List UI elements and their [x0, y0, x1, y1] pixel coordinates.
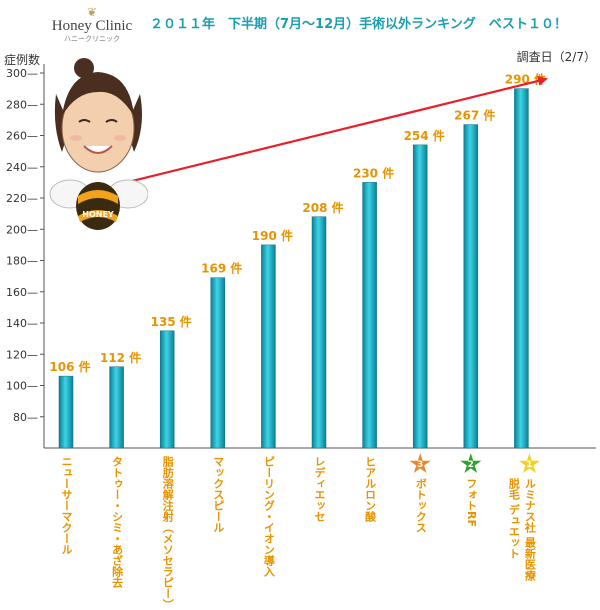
- clinic-logo: ❦ Honey Clinic ハニークリニック: [42, 6, 142, 44]
- x-tick-label: マックスピール: [211, 456, 225, 533]
- bar: [412, 144, 428, 449]
- y-tick-label: 160—: [6, 286, 38, 299]
- x-tick-label: タトゥー・シミ・あざ除去: [110, 456, 124, 588]
- y-tick-label: 280—: [6, 98, 38, 111]
- data-label: 135 件: [151, 314, 192, 329]
- bar: [109, 366, 124, 449]
- trend-arrow: [111, 76, 548, 188]
- x-tick-label: ピーリング・イオン導入: [262, 456, 276, 577]
- bee-mascot-illustration: HONEY: [49, 58, 148, 230]
- data-label: 254 件: [404, 128, 445, 143]
- bar: [463, 124, 479, 449]
- data-label: 230 件: [353, 165, 394, 180]
- bar: [210, 277, 226, 449]
- y-tick-label: 220—: [6, 192, 38, 205]
- bar: [261, 244, 276, 449]
- bar: [311, 216, 327, 449]
- bar: [159, 330, 175, 449]
- y-tick-label: 260—: [6, 130, 38, 143]
- x-tick-label: ヒアルロン酸: [363, 456, 377, 522]
- y-tick-label: 240—: [6, 161, 38, 174]
- data-label: 208 件: [302, 200, 343, 215]
- x-tick-label: 脂肪溶解注射（メソセラピー）: [161, 456, 175, 610]
- x-tick-label: ルミナス社 最新医療 脱毛 デュエット: [507, 478, 537, 581]
- y-tick-label: 300—: [6, 67, 38, 80]
- bar: [58, 375, 74, 449]
- bar: [514, 88, 529, 449]
- mascot-badge: HONEY: [82, 210, 114, 219]
- y-tick-label: 120—: [6, 348, 38, 361]
- data-label: 106 件: [49, 359, 90, 374]
- data-label: 290 件: [505, 72, 546, 87]
- x-tick-label: レディエッセ: [313, 456, 326, 522]
- logo-subtitle: ハニークリニック: [64, 35, 120, 43]
- y-tick-label: 200—: [6, 223, 38, 236]
- y-tick-label: 180—: [6, 255, 38, 268]
- survey-date: 調査日（2/7）: [516, 50, 596, 64]
- data-label: 169 件: [201, 261, 242, 276]
- logo-leaf-icon: ❦: [86, 5, 98, 19]
- x-tick-label: ニューサーマクール: [60, 456, 73, 555]
- y-tick-label: 140—: [6, 317, 38, 330]
- y-tick-label: 80—: [13, 411, 38, 424]
- data-label: 267 件: [454, 108, 495, 123]
- chart-title: ２０１１年 下半期（7月〜12月）手術以外ランキング ベスト１０！: [150, 17, 568, 32]
- x-tick-label: ボトックス: [414, 478, 428, 533]
- data-label: 112 件: [100, 350, 141, 365]
- bar: [362, 182, 377, 449]
- logo-name: Honey Clinic: [51, 18, 133, 34]
- y-tick-label: 100—: [6, 380, 38, 393]
- y-axis-label: 症例数: [4, 53, 41, 67]
- x-tick-label: フォトRF: [464, 478, 478, 527]
- data-label: 190 件: [252, 228, 293, 243]
